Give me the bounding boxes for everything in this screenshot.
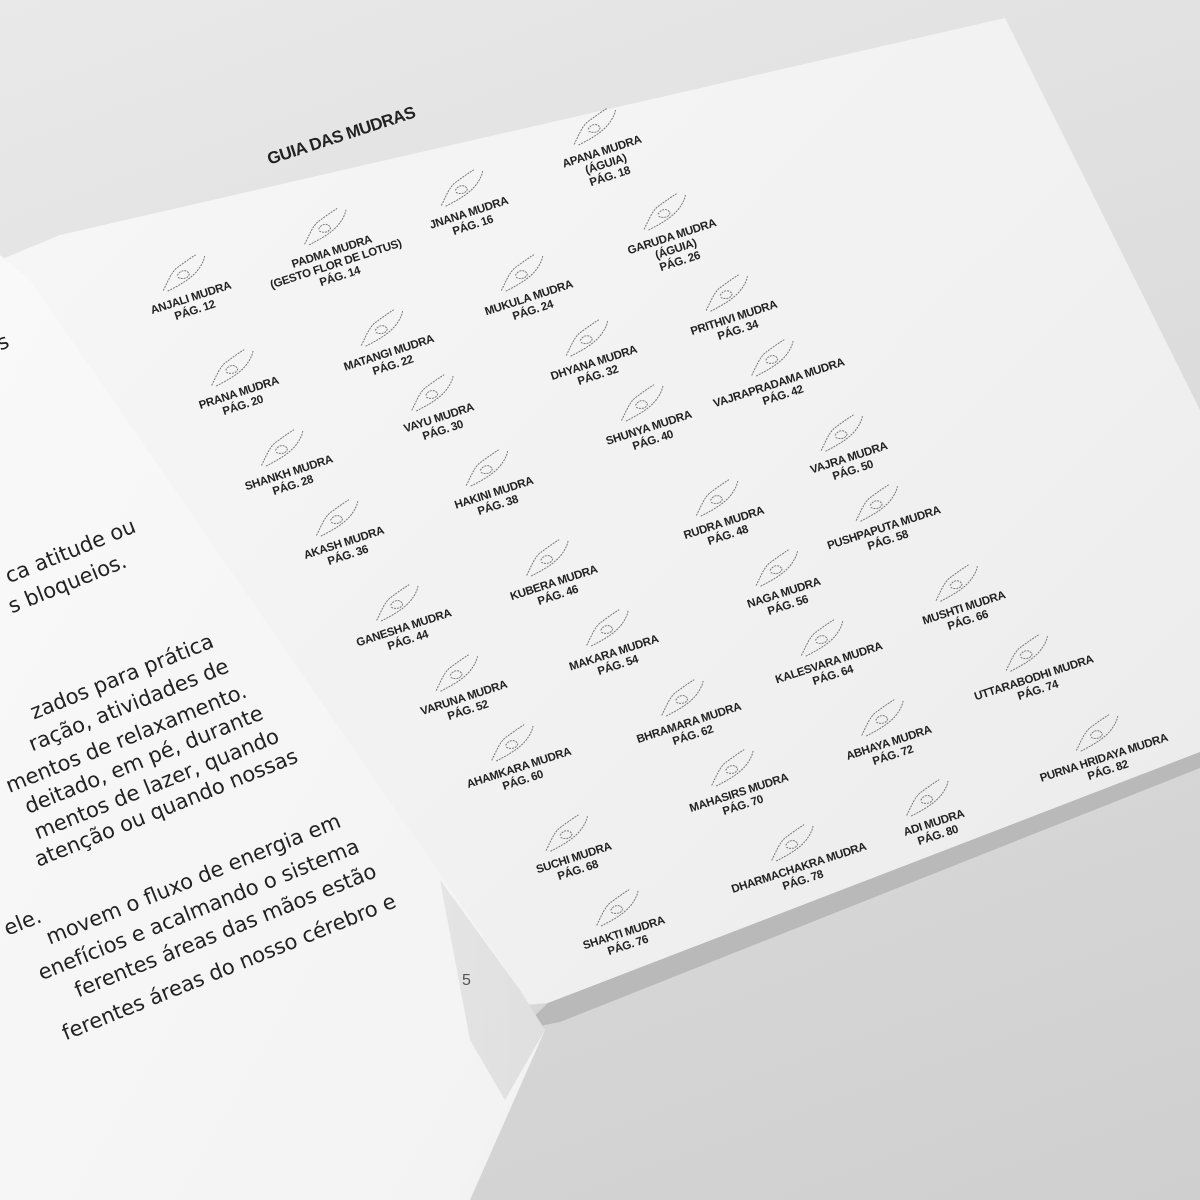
hand-gesture-icon: [375, 584, 419, 622]
mudra-item: DHYANA MUDRA PÁG. 32: [537, 306, 643, 397]
hand-gesture-icon: [695, 479, 739, 517]
hand-gesture-icon: [1005, 634, 1049, 672]
hand-gesture-icon: [755, 549, 799, 587]
pointing-hand-icon: [545, 814, 589, 852]
hand-gesture-icon: [585, 609, 629, 647]
hand-gesture-icon: [260, 429, 304, 467]
open-palm-icon: [860, 699, 904, 737]
mudra-item: RUDRA MUDRA PÁG. 48: [670, 467, 770, 556]
fist-icon: [905, 779, 949, 817]
eagle-hands-icon: [643, 193, 687, 231]
mudra-item: MAHASIRS MUDRA PÁG. 70: [676, 734, 794, 829]
hand-gesture-icon: [565, 319, 609, 357]
hand-gesture-icon: [525, 539, 569, 577]
mudra-item: MUSHTI MUDRA PÁG. 66: [909, 551, 1012, 640]
mudra-item: SHANKH MUDRA PÁG. 28: [231, 415, 339, 506]
heart-hands-icon: [1075, 714, 1119, 752]
mudra-item: MATANGI MUDRA PÁG. 22: [330, 295, 440, 387]
mudra-item: PURNA HRIDAYA MUDRA PÁG. 82: [1026, 694, 1174, 798]
mudra-item: ANJALI MUDRA PÁG. 12: [137, 242, 237, 331]
mudra-item: PRANA MUDRA PÁG. 20: [185, 337, 284, 425]
hand-gesture-icon: [710, 749, 754, 787]
hand-gesture-icon: [620, 384, 664, 422]
mudra-item: MUKULA MUDRA PÁG. 24: [471, 240, 579, 331]
mudra-item: KALESVARA MUDRA PÁG. 64: [762, 602, 889, 699]
hand-gesture-icon: [770, 824, 814, 862]
hand-gesture-icon: [660, 679, 704, 717]
fist-icon: [935, 564, 979, 602]
mudra-item: NAGA MUDRA PÁG. 56: [733, 538, 826, 624]
hand-gesture-icon: [573, 108, 617, 146]
hand-gesture-icon: [210, 349, 254, 387]
hand-gesture-icon: [490, 724, 534, 762]
hand-gesture-icon: [820, 414, 864, 452]
hand-gesture-icon: [315, 499, 359, 537]
mudra-item: SHUNYA MUDRA PÁG. 40: [592, 371, 697, 461]
hand-gesture-icon: [440, 169, 484, 207]
hands-praying-icon: [162, 254, 206, 292]
mudra-item: VAYU MUDRA PÁG. 30: [390, 363, 480, 448]
mudra-item: MAKARA MUDRA PÁG. 54: [556, 595, 665, 687]
hand-gesture-icon: [435, 654, 479, 692]
mudra-item: VAJRAPRADAMA MUDRA PÁG. 42: [700, 318, 851, 423]
mudra-item: KUBERA MUDRA PÁG. 46: [496, 526, 603, 617]
mudra-item: APANA MUDRA (ÁGUIA) PÁG. 18: [549, 96, 652, 197]
hand-gesture-icon: [750, 339, 794, 377]
mudra-item: SHAKTI MUDRA PÁG. 76: [569, 876, 670, 965]
mudra-item: VAJRA MUDRA PÁG. 50: [797, 402, 894, 490]
hand-gesture-icon: [855, 484, 899, 522]
mudra-item: DHARMACHAKRA MUDRA PÁG. 78: [718, 803, 873, 909]
mudra-item: SUCHI MUDRA PÁG. 68: [522, 802, 617, 889]
page-number: 5: [462, 972, 471, 989]
lotus-hands-icon: [303, 208, 347, 246]
hand-gesture-icon: [800, 619, 844, 657]
mudra-item: AKASH MUDRA PÁG. 36: [290, 487, 390, 576]
mudra-item: VARUNA MUDRA PÁG. 52: [407, 641, 513, 732]
mudra-item: GARUDA MUDRA (ÁGUIA) PÁG. 26: [614, 179, 726, 283]
hand-gesture-icon: [500, 254, 544, 292]
mudra-item: JNANA MUDRA PÁG. 16: [416, 157, 514, 245]
hand-gesture-icon: [410, 374, 454, 412]
mudra-item: ABHAYA MUDRA PÁG. 72: [832, 686, 937, 776]
mudra-item: ADI MUDRA PÁG. 80: [890, 770, 970, 852]
mudra-item: PUSHPAPUTA MUDRA PÁG. 58: [814, 466, 947, 565]
mudra-item: UTTARABODHI MUDRA PÁG. 74: [961, 615, 1100, 716]
hand-gesture-icon: [360, 309, 404, 347]
hand-gesture-icon: [705, 274, 749, 312]
mudra-item: BHRAMARA MUDRA PÁG. 62: [623, 663, 747, 759]
mudra-item: PRITHIVI MUDRA PÁG. 34: [677, 261, 783, 352]
mudra-item: GANESHA MUDRA PÁG. 44: [343, 569, 458, 662]
mudra-item: PADMA MUDRA (GESTO FLOR DE LOTUS) PÁG. 14: [253, 187, 408, 305]
hand-gesture-icon: [465, 449, 509, 487]
hand-gesture-icon: [595, 889, 639, 927]
mudra-item: HAKINI MUDRA PÁG. 38: [441, 437, 539, 525]
mudra-item: AHAMKARA MUDRA PÁG. 60: [453, 708, 577, 804]
